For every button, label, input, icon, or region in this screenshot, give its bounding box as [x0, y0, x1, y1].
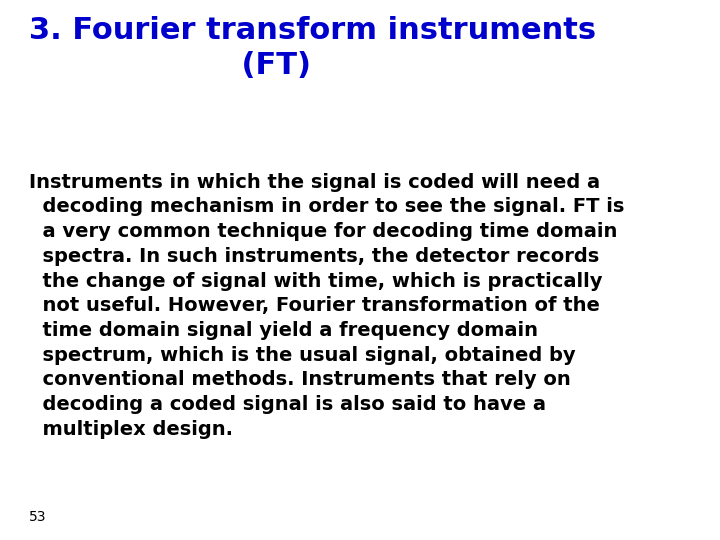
Text: Instruments in which the signal is coded will need a
  decoding mechanism in ord: Instruments in which the signal is coded… [29, 173, 624, 439]
Text: 3. Fourier transform instruments
                    (FT): 3. Fourier transform instruments (FT) [29, 16, 596, 80]
Text: 53: 53 [29, 510, 46, 524]
